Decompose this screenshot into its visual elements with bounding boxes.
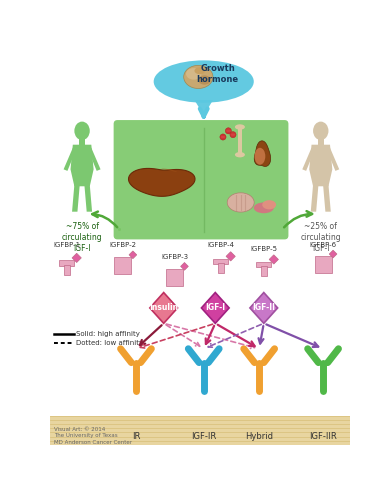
Text: Growth
hormone: Growth hormone: [197, 64, 239, 84]
Bar: [318, 138, 324, 144]
Text: IGF-IIR: IGF-IIR: [309, 432, 337, 441]
Ellipse shape: [313, 122, 328, 140]
Polygon shape: [226, 252, 235, 261]
Ellipse shape: [74, 122, 90, 140]
Ellipse shape: [184, 66, 213, 88]
Polygon shape: [129, 251, 137, 258]
Text: Hybrid: Hybrid: [245, 432, 273, 441]
Bar: [238, 127, 242, 154]
Ellipse shape: [186, 68, 201, 80]
Polygon shape: [254, 141, 271, 167]
Polygon shape: [195, 100, 213, 116]
Text: IGF-I: IGF-I: [205, 304, 225, 312]
Polygon shape: [150, 292, 177, 324]
Ellipse shape: [255, 148, 265, 164]
Text: IGFBP-6: IGFBP-6: [310, 242, 337, 248]
Bar: [59, 260, 74, 266]
Bar: [256, 262, 271, 267]
Polygon shape: [329, 250, 337, 258]
Text: ~75% of
circulating
IGF-I: ~75% of circulating IGF-I: [62, 222, 103, 253]
Polygon shape: [181, 262, 188, 270]
Ellipse shape: [221, 136, 225, 138]
Polygon shape: [250, 292, 278, 324]
Polygon shape: [161, 168, 178, 172]
Polygon shape: [128, 168, 195, 196]
Text: IR: IR: [132, 432, 140, 441]
Polygon shape: [72, 184, 80, 212]
Text: Dotted: low affinity: Dotted: low affinity: [76, 340, 143, 346]
Bar: [218, 264, 224, 274]
Ellipse shape: [235, 152, 245, 158]
Text: IGF-II: IGF-II: [252, 304, 275, 312]
Polygon shape: [269, 255, 278, 264]
Bar: [261, 266, 267, 276]
Bar: [213, 258, 229, 264]
Bar: [315, 256, 332, 274]
Polygon shape: [309, 144, 332, 186]
Ellipse shape: [262, 200, 276, 209]
Text: IGF-IR: IGF-IR: [191, 432, 216, 441]
Polygon shape: [84, 184, 92, 212]
Polygon shape: [201, 292, 229, 324]
Polygon shape: [72, 254, 81, 262]
Polygon shape: [323, 184, 331, 212]
Polygon shape: [302, 148, 315, 171]
FancyBboxPatch shape: [113, 120, 289, 240]
Ellipse shape: [230, 134, 235, 136]
Text: IGFBP-4: IGFBP-4: [207, 242, 234, 248]
Ellipse shape: [154, 60, 254, 102]
Bar: [166, 268, 183, 285]
Polygon shape: [88, 148, 101, 171]
Polygon shape: [327, 148, 339, 171]
Bar: [114, 257, 131, 274]
Bar: [50, 416, 350, 445]
Circle shape: [230, 132, 236, 138]
Text: IGFBP-3: IGFBP-3: [161, 254, 188, 260]
Polygon shape: [71, 144, 94, 186]
Bar: [64, 265, 70, 275]
Ellipse shape: [235, 124, 245, 130]
Bar: [79, 138, 85, 144]
Text: Insulin: Insulin: [149, 304, 178, 312]
Ellipse shape: [195, 68, 205, 74]
Text: Visual Art: © 2014
The University of Texas
MD Anderson Cancer Center: Visual Art: © 2014 The University of Tex…: [53, 426, 131, 444]
Ellipse shape: [226, 130, 230, 132]
Ellipse shape: [199, 76, 211, 84]
Text: Solid: high affinity: Solid: high affinity: [76, 331, 140, 337]
Text: IGFBP-5: IGFBP-5: [250, 246, 277, 252]
Text: IGFBP-2: IGFBP-2: [109, 242, 136, 248]
Text: ~25% of
circulating
IGF-I: ~25% of circulating IGF-I: [300, 222, 341, 253]
Polygon shape: [311, 184, 319, 212]
Ellipse shape: [227, 193, 254, 212]
Ellipse shape: [254, 202, 274, 213]
Circle shape: [225, 128, 231, 134]
Text: IGFBP-1: IGFBP-1: [53, 242, 80, 248]
Circle shape: [220, 134, 226, 140]
Polygon shape: [64, 148, 76, 171]
